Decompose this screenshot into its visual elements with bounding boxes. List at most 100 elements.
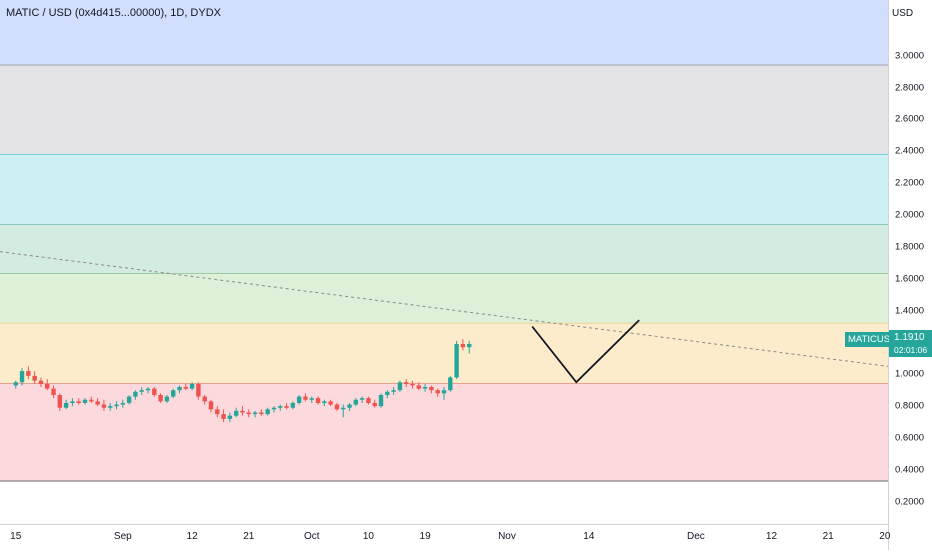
zone-band (0, 65, 888, 155)
y-tick-label: 2.6000 (895, 113, 925, 125)
candle-body (341, 407, 346, 410)
candle-body (366, 398, 371, 403)
candle-body (410, 383, 415, 386)
candle-body (101, 404, 107, 408)
candle-body (215, 409, 220, 415)
projection-path (531, 319, 640, 384)
candle-body (208, 401, 214, 410)
y-tick-label: 2.0000 (895, 209, 925, 221)
candle-body (397, 382, 403, 391)
x-tick-label: 10 (362, 531, 374, 542)
x-tick-label: 21 (822, 531, 834, 542)
candle-body (120, 402, 126, 405)
candle-body (70, 401, 75, 403)
candle-body (246, 412, 251, 415)
candle-body (284, 406, 289, 408)
candle-body (189, 383, 195, 389)
candle-body (259, 412, 264, 415)
candle-body (448, 377, 453, 391)
candle-body (422, 387, 428, 389)
candle-body (328, 401, 333, 405)
zone-band (0, 273, 888, 324)
candle-body (13, 382, 18, 386)
x-tick-label: 20 (879, 531, 891, 542)
y-tick-label: 1.4000 (895, 305, 925, 317)
bar-countdown: 02:01:06 (894, 345, 928, 355)
price-unit: USD (892, 8, 914, 19)
x-tick-label: 21 (243, 531, 255, 542)
candle-body (26, 371, 31, 376)
candle-body (183, 387, 188, 389)
zone-band (0, 323, 888, 384)
candle-body (240, 410, 245, 413)
candle-body (82, 399, 88, 403)
candle-body (466, 344, 472, 348)
x-tick-label: 12 (765, 531, 778, 542)
last-price-tag: 1.1910 02:01:06 (889, 330, 932, 357)
x-tick-label: 19 (419, 531, 431, 542)
candle-body (378, 394, 384, 407)
candle-body (177, 387, 182, 391)
candle-body (51, 388, 56, 395)
candle-body (145, 388, 151, 391)
y-tick-label: 1.6000 (895, 273, 925, 285)
axis-lines (0, 0, 889, 550)
candle-body (196, 383, 201, 397)
candle-body (57, 394, 63, 408)
chart-title: MATIC / USD (0x4d415...00000), 1D, DYDX (6, 7, 221, 19)
y-tick-label: 1.8000 (895, 241, 925, 253)
candle-body (133, 391, 138, 397)
candle-body (278, 406, 283, 408)
candle-body (460, 344, 466, 348)
y-tick-label: 0.4000 (895, 464, 925, 476)
candle-body (454, 344, 459, 378)
trendline-layer (0, 251, 889, 367)
y-tick-label: 1.0000 (895, 368, 925, 380)
candle-body (114, 404, 119, 407)
candle-body (441, 390, 447, 394)
x-tick-label: 12 (186, 531, 198, 542)
candle-body (152, 388, 157, 395)
x-tick-label: 15 (10, 531, 22, 542)
candle-body (63, 402, 69, 408)
candle-body (233, 410, 239, 416)
candle-body (108, 406, 113, 408)
candle-body (296, 396, 302, 403)
candle-body (353, 399, 359, 405)
candle-body (359, 398, 365, 400)
candle-body (32, 375, 37, 381)
zone-band (0, 0, 888, 66)
candle-body (322, 401, 327, 403)
candle-body (164, 396, 170, 402)
candle-body (429, 387, 434, 391)
candle-body (404, 382, 409, 384)
candle-body (372, 402, 377, 407)
candle-body (139, 390, 144, 392)
trendline (0, 251, 889, 367)
candle-body (45, 383, 50, 389)
candle-body (170, 390, 176, 397)
zone-band (0, 224, 888, 274)
zone-band (0, 154, 888, 225)
symbol-tag: MATICUSD (845, 332, 900, 347)
x-tick-label: Oct (303, 531, 320, 542)
y-tick-label: 2.8000 (895, 82, 925, 94)
candle-body (76, 401, 81, 403)
candle-body (252, 412, 258, 415)
x-tick-label: 14 (583, 531, 595, 542)
zones-layer (0, 0, 888, 482)
candle-body (221, 414, 226, 419)
candle-body (391, 390, 396, 392)
y-tick-label: 2.4000 (895, 145, 925, 157)
candle-body (416, 385, 422, 389)
candle-body (334, 404, 340, 410)
zone-band (0, 383, 888, 481)
candle-body (126, 396, 132, 403)
y-tick-label: 3.0000 (895, 50, 925, 62)
candle-body (19, 371, 25, 383)
last-price: 1.1910 (894, 332, 925, 343)
candle-body (202, 396, 207, 402)
candle-body (315, 398, 321, 403)
